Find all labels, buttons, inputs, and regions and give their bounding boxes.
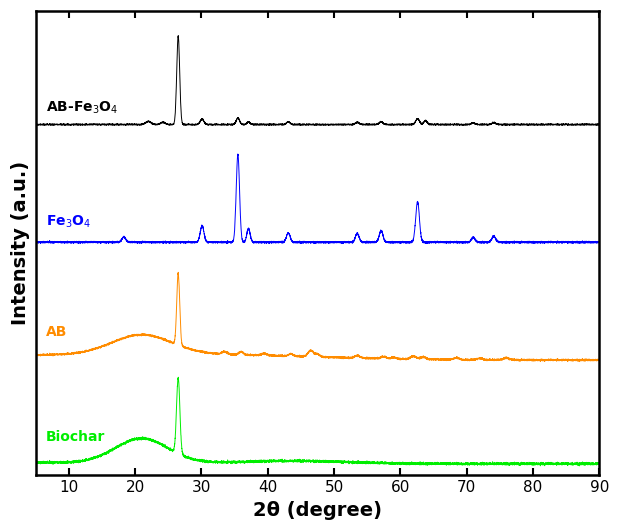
Text: Biochar: Biochar — [46, 430, 105, 444]
Text: AB: AB — [46, 326, 67, 339]
Y-axis label: Intensity (a.u.): Intensity (a.u.) — [11, 161, 30, 326]
Text: Fe$_3$O$_4$: Fe$_3$O$_4$ — [46, 213, 91, 230]
X-axis label: 2θ (degree): 2θ (degree) — [253, 501, 382, 520]
Text: AB-Fe$_3$O$_4$: AB-Fe$_3$O$_4$ — [46, 100, 118, 116]
